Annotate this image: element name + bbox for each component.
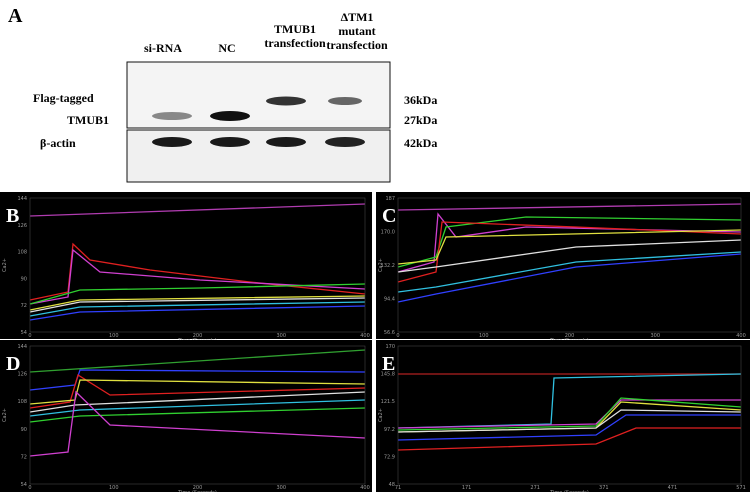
- plot-frame: [29, 345, 366, 485]
- trace-panel: C0100200300400187170.0132.294.456.6Time …: [376, 192, 750, 344]
- lane-labels: si-RNA NC TMUB1 transfection ΔTM1 mutant…: [144, 10, 388, 55]
- panel-label: A: [8, 5, 23, 27]
- y-tick-label: 170: [385, 344, 395, 350]
- x-tick-label: 100: [479, 333, 489, 339]
- lane-label-box: ΔTM1 mutant transfection: [326, 10, 388, 52]
- y-tick-label: 56.6: [384, 330, 395, 336]
- x-tick-label: 171: [462, 485, 472, 491]
- plot-frame: [397, 345, 742, 485]
- band: [266, 137, 306, 147]
- y-axis-title: Ca2+: [378, 408, 384, 422]
- y-tick-label: 187: [385, 196, 395, 202]
- y-tick-label: 144: [17, 196, 27, 202]
- blot: [126, 61, 391, 183]
- size-label: 27kDa: [404, 113, 437, 127]
- band: [210, 137, 250, 147]
- trace-panel: B0100200300400144126108907254Time (Secon…: [0, 192, 372, 344]
- x-tick-label: 300: [276, 485, 286, 491]
- size-label: 36kDa: [404, 93, 437, 107]
- y-tick-label: 132.2: [381, 263, 395, 269]
- size-label: 42kDa: [404, 136, 437, 150]
- x-tick-label: 0: [28, 485, 31, 491]
- x-tick-label: 200: [193, 485, 203, 491]
- x-tick-label: 400: [360, 333, 370, 339]
- band: [152, 112, 192, 120]
- trace-panel: E 71 171 271 371 471 571 170 145.8 121.5 97.2 72.9 4…: [376, 340, 750, 492]
- x-tick-label: 71: [395, 485, 401, 491]
- y-tick-label: 90: [21, 427, 27, 433]
- x-tick-label: 0: [396, 333, 399, 339]
- x-axis-title: Time (Seconds): [177, 490, 217, 492]
- x-tick-label: 400: [736, 333, 746, 339]
- plot-frame: [397, 197, 742, 333]
- y-tick-label: 170.0: [381, 230, 395, 236]
- band-label: Flag-tagged: [33, 91, 94, 105]
- y-tick-label: 48: [389, 482, 395, 488]
- x-tick-label: 300: [650, 333, 660, 339]
- band: [325, 137, 365, 147]
- x-tick-label: 371: [599, 485, 609, 491]
- y-tick-label: 72: [21, 303, 27, 309]
- panel-label: D: [6, 353, 20, 375]
- x-tick-label: 0: [28, 333, 31, 339]
- x-tick-label: 200: [565, 333, 575, 339]
- y-tick-label: 90: [21, 276, 27, 282]
- y-axis-title: Ca2+: [2, 408, 8, 422]
- panel-label: B: [6, 205, 19, 227]
- y-tick-label: 54: [21, 330, 27, 336]
- lane-label: TMUB1 transfection: [264, 22, 326, 50]
- band-label: β-actin: [40, 136, 76, 150]
- y-tick-label: 72: [21, 454, 27, 460]
- y-tick-label: 126: [17, 223, 27, 229]
- y-tick-label: 108: [17, 399, 27, 405]
- y-axis-title: Ca2+: [378, 258, 384, 272]
- y-axis-title: Ca2+: [2, 258, 8, 272]
- x-axis-title: Time (Seconds): [549, 490, 589, 492]
- x-tick-label: 400: [360, 485, 370, 491]
- x-tick-label: 300: [276, 333, 286, 339]
- band: [328, 97, 362, 105]
- x-tick-label: 100: [109, 485, 119, 491]
- panel-label: E: [382, 353, 395, 375]
- band-label: TMUB1: [67, 113, 109, 127]
- y-tick-label: 94.4: [384, 297, 395, 303]
- y-tick-label: 145.8: [381, 372, 395, 378]
- y-tick-label: 144: [17, 344, 27, 350]
- y-tick-label: 54: [21, 482, 27, 488]
- trace-panel: D 0 100 200 300 400 144 126 108 90 72 54 Time (Secon…: [0, 340, 372, 492]
- panel-label: C: [382, 205, 396, 227]
- y-tick-label: 126: [17, 372, 27, 378]
- lane-label: si-RNA: [144, 41, 182, 55]
- x-tick-label: 471: [668, 485, 678, 491]
- x-tick-label: 271: [530, 485, 540, 491]
- x-tick-label: 200: [193, 333, 203, 339]
- band: [210, 111, 250, 121]
- y-tick-label: 121.5: [381, 399, 395, 405]
- lane-label-box: TMUB1 transfection: [264, 22, 326, 50]
- y-tick-label: 108: [17, 250, 27, 256]
- lane-label: NC: [218, 41, 235, 55]
- x-tick-label: 571: [736, 485, 746, 491]
- band: [152, 137, 192, 147]
- lane-label: ΔTM1 mutant transfection: [326, 10, 388, 52]
- band: [266, 96, 306, 106]
- plot-frame: [29, 197, 366, 333]
- y-tick-label: 72.9: [384, 454, 395, 460]
- y-tick-label: 97.2: [384, 427, 395, 433]
- x-tick-label: 100: [109, 333, 119, 339]
